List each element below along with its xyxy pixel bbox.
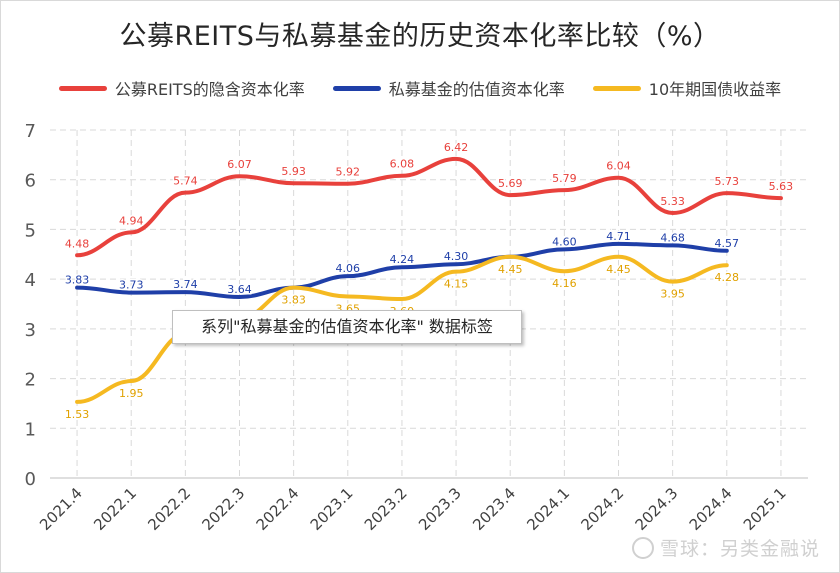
data-label: 4.45 <box>606 263 631 276</box>
x-tick-label: 2024.1 <box>523 484 573 534</box>
data-label: 5.74 <box>173 175 198 188</box>
data-label: 4.71 <box>606 230 631 243</box>
data-label: 1.53 <box>65 408 90 421</box>
x-tick-label: 2023.3 <box>415 484 465 534</box>
data-label-tooltip: 系列"私募基金的估值资本化率" 数据标签 <box>172 310 522 344</box>
data-label: 4.94 <box>119 214 144 227</box>
data-label: 3.73 <box>119 279 144 292</box>
x-tick-label: 2021.4 <box>36 484 86 534</box>
y-tick-label: 5 <box>25 220 36 241</box>
data-label: 5.63 <box>769 180 794 193</box>
legend-swatch-bond <box>592 85 641 91</box>
x-tick-label: 2024.4 <box>686 484 736 534</box>
data-label: 6.04 <box>606 160 631 173</box>
legend-label-private: 私募基金的估值资本化率 <box>388 80 565 99</box>
watermark-text: 雪球：另类金融说 <box>659 538 820 560</box>
data-label: 4.68 <box>660 231 685 244</box>
data-label: 4.48 <box>65 237 90 250</box>
data-label: 4.28 <box>715 271 740 284</box>
y-tick-label: 4 <box>25 270 36 291</box>
series-line-1 <box>75 241 729 300</box>
data-label: 6.07 <box>227 158 252 171</box>
chart-title: 公募REITS与私募基金的历史资本化率比较（%） <box>119 21 721 52</box>
x-tick-label: 2023.4 <box>469 484 519 534</box>
data-label: 1.95 <box>119 387 144 400</box>
x-tick-label: 2022.4 <box>253 484 303 534</box>
data-label: 6.08 <box>390 158 415 171</box>
legend-item-bond[interactable]: 10年期国债收益率 <box>592 76 782 100</box>
y-tick-label: 7 <box>25 121 36 142</box>
x-tick-label: 2024.3 <box>632 484 682 534</box>
snowball-logo-icon <box>631 536 654 559</box>
x-tick-label: 2022.1 <box>90 484 140 534</box>
data-label: 6.42 <box>444 141 469 154</box>
watermark: 雪球：另类金融说 <box>631 534 820 561</box>
data-label: 4.45 <box>498 263 523 276</box>
x-tick-label: 2023.2 <box>361 484 411 534</box>
legend-item-private[interactable]: 私募基金的估值资本化率 <box>332 76 565 100</box>
x-tick-label: 2025.1 <box>740 484 790 534</box>
data-label: 5.79 <box>552 172 577 185</box>
data-label: 4.16 <box>552 277 577 290</box>
data-label: 4.15 <box>444 278 469 291</box>
data-label: 5.92 <box>336 166 361 179</box>
x-tick-label: 2022.3 <box>198 484 248 534</box>
data-label: 5.69 <box>498 177 523 190</box>
x-tick-label: 2023.1 <box>307 484 357 534</box>
data-label: 5.73 <box>715 175 740 188</box>
data-label: 4.60 <box>552 235 577 248</box>
x-tick-label: 2022.2 <box>144 484 194 534</box>
legend-swatch-private <box>332 85 381 91</box>
data-label: 4.57 <box>715 237 740 250</box>
data-label: 3.64 <box>227 283 252 296</box>
y-tick-label: 2 <box>25 370 36 391</box>
data-label: 3.95 <box>660 288 685 301</box>
series-line-0 <box>75 156 783 258</box>
data-label: 5.33 <box>660 195 685 208</box>
data-label: 4.30 <box>444 250 469 263</box>
legend-label-bond: 10年期国债收益率 <box>648 80 782 99</box>
data-label: 3.74 <box>173 278 198 291</box>
legend-label-reits: 公募REITS的隐含资本化率 <box>114 80 305 99</box>
y-tick-label: 6 <box>25 171 36 192</box>
data-label: 3.83 <box>281 294 306 307</box>
chart-legend: 公募REITS的隐含资本化率 私募基金的估值资本化率 10年期国债收益率 <box>0 76 840 100</box>
legend-swatch-reits <box>58 85 107 91</box>
y-tick-label: 1 <box>25 419 36 440</box>
data-label: 5.93 <box>281 165 306 178</box>
data-label: 4.24 <box>390 253 415 266</box>
x-tick-label: 2024.2 <box>577 484 627 534</box>
legend-item-reits[interactable]: 公募REITS的隐含资本化率 <box>58 76 305 100</box>
y-tick-label: 3 <box>25 320 36 341</box>
data-label: 3.83 <box>65 274 90 287</box>
y-tick-label: 0 <box>25 469 36 490</box>
data-label: 4.06 <box>336 262 361 275</box>
